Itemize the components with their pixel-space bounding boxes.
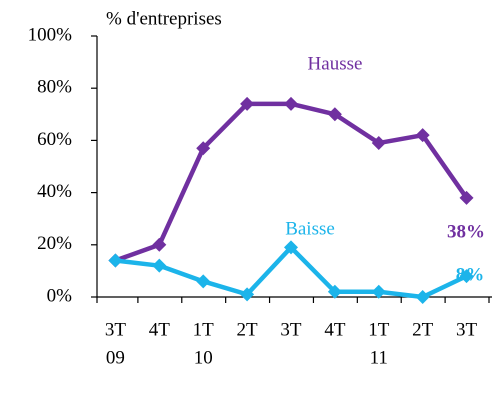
marker — [283, 240, 298, 255]
x-tick-label: 4T — [324, 319, 346, 340]
value-label: 38% — [447, 221, 485, 242]
series-line — [115, 245, 468, 300]
marker — [108, 253, 123, 268]
marker — [196, 141, 211, 156]
x-tick-label: 1T — [368, 319, 390, 340]
marker — [459, 190, 474, 205]
marker — [415, 128, 430, 143]
marker — [327, 284, 342, 299]
y-tick-label: 0% — [47, 285, 73, 306]
x-tick-label: 1T — [193, 319, 215, 340]
marker — [371, 284, 386, 299]
marker — [196, 274, 211, 289]
x-tick-label: 3T — [456, 319, 478, 340]
marker — [415, 290, 430, 304]
y-tick-label: 40% — [37, 181, 72, 202]
x-tick-label: 3T — [105, 319, 127, 340]
marker — [327, 107, 342, 122]
x-tick-label: 3T — [280, 319, 302, 340]
series-label: Baisse — [285, 218, 335, 239]
x-tick-label: 2T — [237, 319, 259, 340]
y-tick-label: 80% — [37, 77, 72, 98]
y-tick-label: 60% — [37, 129, 72, 150]
y-tick-label: 20% — [37, 233, 72, 254]
x-group-label: 10 — [194, 347, 213, 368]
value-label: 8% — [456, 264, 485, 285]
marker — [371, 136, 386, 151]
x-group-label: 09 — [106, 347, 125, 368]
chart-title: % d'entreprises — [106, 8, 222, 29]
x-tick-label: 2T — [412, 319, 434, 340]
marker — [283, 96, 298, 111]
series-label: Hausse — [308, 53, 363, 74]
marker — [240, 287, 255, 302]
marker — [459, 269, 474, 284]
x-tick-label: 4T — [149, 319, 171, 340]
marker — [240, 96, 255, 111]
x-group-label: 11 — [370, 347, 388, 368]
marker — [152, 258, 167, 273]
y-tick-label: 100% — [28, 24, 73, 45]
marker — [152, 237, 167, 252]
